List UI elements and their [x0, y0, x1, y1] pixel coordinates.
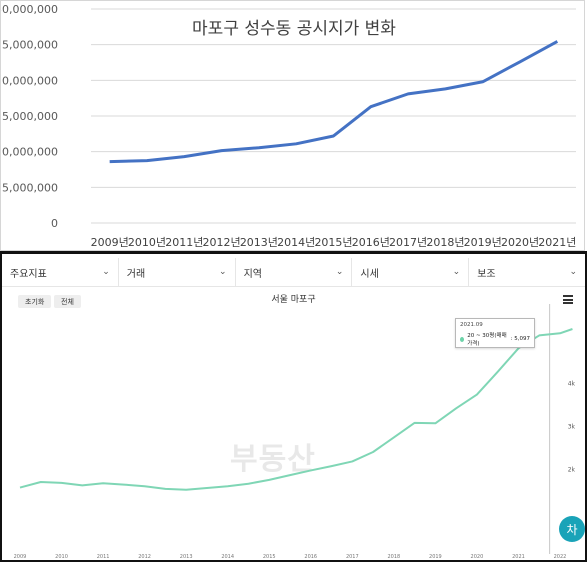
- x-tick-label: 2013: [180, 554, 193, 560]
- menu-icon[interactable]: [563, 295, 573, 304]
- chart-title: 서울 마포구: [271, 295, 316, 305]
- series-line: [19, 328, 573, 491]
- floating-action-button[interactable]: 차: [559, 516, 585, 542]
- x-tick-label: 2016년: [352, 236, 390, 249]
- filter-main-indicators[interactable]: 주요지표 ⌄: [2, 258, 119, 286]
- x-tick-label: 2018년: [426, 236, 464, 249]
- filter-label: 지역: [243, 268, 262, 280]
- tooltip-date: 2021.09: [460, 322, 483, 328]
- x-tick-label: 2019년: [464, 236, 502, 249]
- x-tick-label: 2017년: [389, 236, 427, 249]
- x-tick-label: 2011: [97, 554, 110, 560]
- chevron-down-icon: ⌄: [452, 267, 461, 277]
- watermark-logo: 부동산: [230, 442, 316, 477]
- x-tick-label: 2015: [263, 554, 276, 560]
- x-tick-label: 2014년: [277, 236, 315, 249]
- y-tick-label: 4k: [568, 381, 576, 388]
- y-tick-label: 0: [51, 217, 58, 230]
- x-tick-label: 2019: [429, 554, 442, 560]
- reset-button[interactable]: 초기화: [18, 295, 52, 308]
- y-tick-label: 2k: [568, 466, 576, 473]
- panel-divider: [0, 251, 587, 252]
- y-tick-label: 3k: [568, 423, 576, 430]
- chevron-down-icon: ⌄: [219, 267, 227, 277]
- x-tick-label: 2018: [387, 554, 400, 560]
- series-line: [109, 40, 559, 164]
- tooltip-separator: :: [510, 336, 515, 342]
- x-tick-label: 2009: [14, 554, 27, 560]
- x-tick-label: 2022: [554, 554, 567, 560]
- x-tick-label: 2020: [471, 554, 484, 560]
- x-tick-label: 2015년: [314, 236, 352, 249]
- series-dot-icon: [460, 336, 465, 342]
- chart-tooltip: 2021.09 20 ~ 30평(매매가격) : 5,097: [455, 318, 535, 348]
- x-tick-label: 2021년: [538, 236, 576, 249]
- x-tick-label: 2021: [512, 554, 525, 560]
- x-tick-label: 2010: [55, 554, 68, 560]
- x-tick-label: 2017: [346, 554, 359, 560]
- tooltip-row: 20 ~ 30평(매매가격) : 5,097: [460, 331, 530, 347]
- x-tick-label: 2013년: [240, 236, 278, 249]
- bottom-chart-panel: 주요지표 ⌄ 거래 ⌄ 지역 ⌄ 시세 ⌄ 보조 ⌄ 초기화 전체 서울 마포구…: [0, 252, 587, 562]
- y-tick-label: 30,000,000: [1, 3, 58, 16]
- x-tick-label: 2012년: [203, 236, 241, 249]
- filter-label: 보조: [477, 268, 496, 280]
- bottom-line-chart: 2k 3k 4k 2009 2010 2011 2012 2013 2014 2015 2016 2…: [14, 304, 576, 560]
- x-tick-label: 2012: [138, 554, 151, 560]
- filter-trade[interactable]: 거래 ⌄: [119, 258, 236, 286]
- chevron-down-icon: ⌄: [102, 267, 110, 277]
- filter-region[interactable]: 지역 ⌄: [236, 258, 353, 286]
- all-button[interactable]: 전체: [54, 295, 81, 308]
- filter-aux[interactable]: 보조 ⌄: [469, 258, 585, 286]
- chart-title: 마포구 성수동 공시지가 변화: [192, 19, 396, 39]
- chevron-down-icon: ⌄: [569, 267, 577, 277]
- x-tick-label: 2009년: [91, 236, 129, 249]
- chevron-down-icon: ⌄: [335, 267, 344, 277]
- filter-price[interactable]: 시세 ⌄: [352, 258, 470, 286]
- x-tick-label: 2016: [304, 554, 317, 560]
- y-tick-label: 10,000,000: [1, 146, 58, 159]
- y-tick-label: 20,000,000: [1, 74, 58, 87]
- filter-label: 주요지표: [10, 268, 47, 280]
- top-chart-panel: 마포구 성수동 공시지가 변화 0 5,000,000 10,000,000 15,0…: [0, 0, 585, 251]
- x-tick-label: 2020년: [501, 236, 539, 249]
- y-tick-label: 5,000,000: [2, 181, 58, 194]
- y-tick-label: 15,000,000: [1, 110, 58, 123]
- tooltip-value: 5,097: [514, 336, 530, 342]
- x-tick-label: 2010년: [128, 236, 166, 249]
- x-tick-label: 2011년: [165, 236, 203, 249]
- filter-label: 거래: [126, 268, 146, 280]
- filter-label: 시세: [360, 268, 379, 280]
- filter-bar: 주요지표 ⌄ 거래 ⌄ 지역 ⌄ 시세 ⌄ 보조 ⌄: [2, 258, 585, 287]
- x-tick-label: 2014: [221, 554, 234, 560]
- tooltip-series: 20 ~ 30평(매매가격): [467, 333, 507, 347]
- top-line-chart: 마포구 성수동 공시지가 변화 0 5,000,000 10,000,000 15,0…: [0, 3, 576, 249]
- y-tick-label: 25,000,000: [1, 39, 58, 52]
